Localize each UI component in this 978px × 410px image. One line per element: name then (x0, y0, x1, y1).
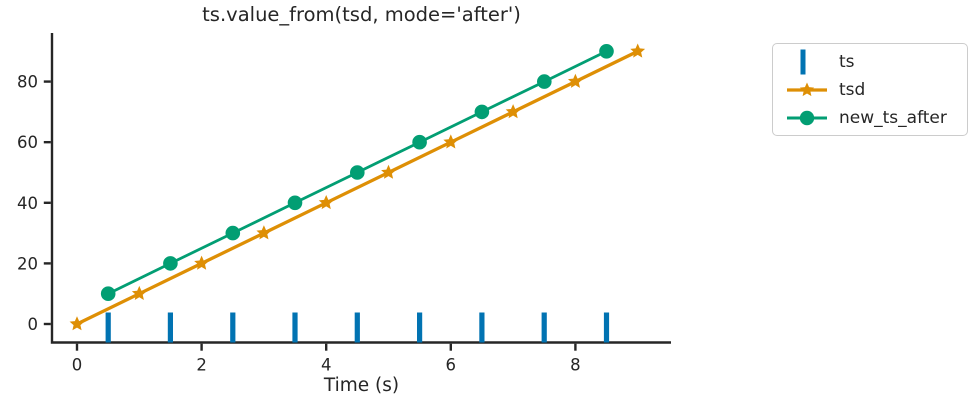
circle-marker (412, 134, 427, 150)
star-marker (505, 104, 521, 119)
circle-marker (163, 256, 178, 271)
event-tick (417, 312, 423, 343)
legend: ts tsd new_ts_after (772, 43, 968, 136)
event-tick (541, 312, 547, 343)
event-tick (105, 312, 111, 343)
vline-marker-icon (800, 49, 806, 74)
circle-marker (474, 104, 490, 120)
y-tick-label: 80 (17, 73, 38, 92)
star-marker (381, 164, 396, 179)
circle-marker (599, 44, 614, 59)
x-axis: 0 2 4 6 8 (72, 343, 581, 375)
circle-marker (287, 195, 303, 211)
star-marker (194, 255, 210, 270)
star-marker (318, 194, 334, 210)
star-marker (256, 225, 272, 240)
legend-label-new-ts-after: new_ts_after (839, 107, 947, 128)
legend-label-ts: ts (839, 51, 855, 72)
y-tick-label: 20 (17, 254, 38, 273)
circle-marker (537, 74, 552, 89)
star-marker (69, 316, 85, 331)
event-tick (479, 312, 485, 343)
star-marker (630, 43, 646, 58)
series-new_ts_after (100, 44, 614, 302)
circle-marker-icon (787, 110, 827, 125)
event-tick (292, 312, 298, 343)
y-tick-label: 0 (28, 315, 39, 334)
circle-marker (350, 165, 365, 180)
x-tick-label: 2 (196, 356, 207, 375)
axes-spines (50, 33, 671, 344)
circle-marker (225, 225, 241, 241)
legend-label-tsd: tsd (839, 79, 866, 100)
x-tick-label: 0 (72, 356, 83, 375)
circle-marker (100, 286, 116, 302)
event-tick (354, 312, 360, 343)
legend-row-new-ts-after: new_ts_after (785, 104, 967, 132)
star-marker-icon (787, 82, 827, 96)
y-axis: 0 20 40 60 80 (17, 73, 51, 334)
star-marker (131, 285, 147, 301)
y-tick-label: 60 (17, 133, 38, 152)
series-line (75, 49, 640, 326)
y-tick-label: 40 (17, 194, 38, 213)
legend-row-tsd: tsd (785, 76, 967, 104)
x-axis-label: Time (s) (323, 375, 400, 396)
event-tick (230, 312, 236, 343)
event-tick (167, 312, 173, 343)
star-marker (567, 73, 583, 88)
x-tick-label: 8 (570, 356, 581, 375)
x-tick-label: 4 (321, 356, 332, 375)
series-tsd (69, 43, 646, 331)
x-tick-label: 6 (446, 356, 457, 375)
star-marker (443, 134, 459, 149)
legend-row-ts: ts (785, 48, 967, 76)
chart-title: ts.value_from(tsd, mode='after') (202, 3, 521, 26)
event-tick (603, 312, 610, 343)
series-ts (105, 312, 610, 343)
